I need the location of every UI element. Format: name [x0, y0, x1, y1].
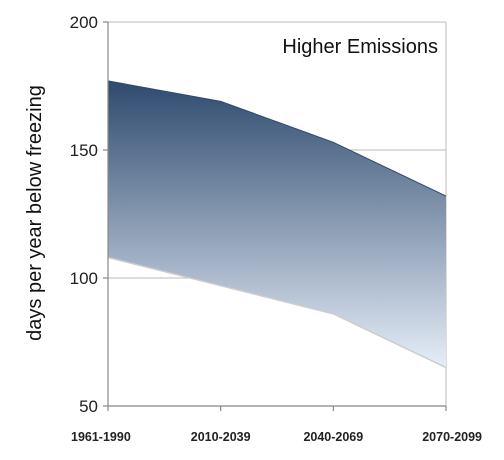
y-tick-label: 50 [79, 397, 98, 416]
x-tick-label: 1961-1990 [71, 430, 131, 444]
x-tick-label: 2010-2039 [191, 430, 251, 444]
tick-labels: 50 100 150 200 1961-1990 2010-2039 2040-2069 20… [70, 13, 482, 444]
upper-bound-line [107, 80, 447, 197]
y-tick-label: 100 [70, 269, 98, 288]
y-tick-label: 200 [70, 13, 98, 32]
x-tick-label: 2070-2099 [422, 430, 482, 444]
y-tick-label: 150 [70, 141, 98, 160]
lower-bound-line [107, 256, 447, 369]
range-band [107, 80, 447, 369]
y-axis-title: days per year below freezing [24, 85, 46, 341]
x-tick-label: 2040-2069 [303, 430, 363, 444]
annotation-label: Higher Emissions [282, 36, 438, 58]
range-area [108, 80, 446, 368]
axes [103, 21, 447, 411]
